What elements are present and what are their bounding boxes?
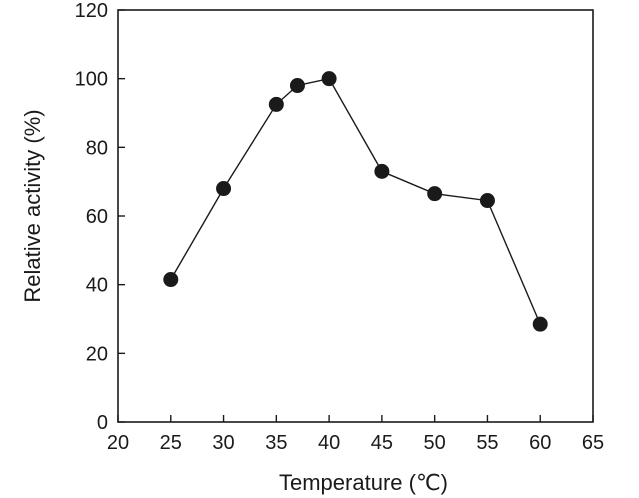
y-tick-label: 120 (75, 0, 108, 22)
y-tick-label: 100 (75, 69, 108, 91)
plot-frame (117, 9, 594, 423)
x-tick-label: 50 (424, 432, 446, 454)
y-tick-label: 60 (86, 206, 108, 228)
y-tick-label: 20 (86, 343, 108, 365)
x-tick-label: 65 (582, 432, 604, 454)
x-tick-label: 60 (529, 432, 551, 454)
x-tick-label: 40 (318, 432, 340, 454)
data-point (163, 272, 179, 288)
data-point (427, 186, 443, 202)
x-tick-label: 35 (265, 432, 287, 454)
data-point (268, 96, 284, 112)
data-point (479, 193, 495, 209)
x-axis-title: Temperature (℃) (279, 470, 448, 495)
y-axis-ticks: 0 20 40 60 80 100 120 (75, 0, 125, 434)
x-tick-label: 45 (371, 432, 393, 454)
data-points (163, 71, 548, 332)
x-tick-label: 20 (107, 432, 129, 454)
x-axis-ticks: 20 25 30 35 40 45 50 55 60 65 (107, 415, 604, 454)
y-tick-label: 0 (97, 412, 108, 434)
x-tick-label: 25 (160, 432, 182, 454)
data-point (289, 78, 305, 94)
data-point (321, 71, 337, 87)
y-tick-label: 80 (86, 137, 108, 159)
x-tick-label: 30 (212, 432, 234, 454)
x-tick-label: 55 (476, 432, 498, 454)
data-point (374, 163, 390, 179)
y-tick-label: 40 (86, 275, 108, 297)
y-axis-title: Relative activity (%) (20, 109, 45, 302)
data-point (216, 181, 232, 197)
data-point (532, 316, 548, 332)
